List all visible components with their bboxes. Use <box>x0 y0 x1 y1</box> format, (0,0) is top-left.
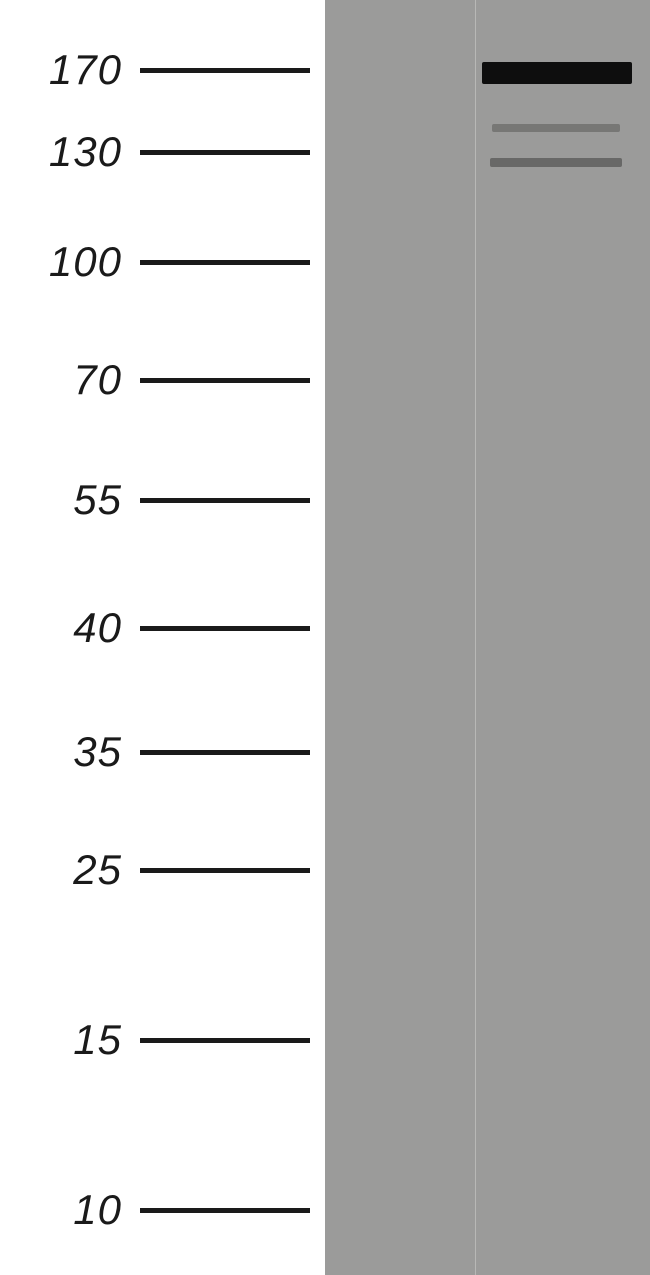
mw-marker: 25 <box>0 849 320 891</box>
mw-marker-tick <box>140 68 310 73</box>
mw-marker-label: 170 <box>0 46 140 94</box>
protein-band <box>492 124 620 132</box>
mw-marker-label: 55 <box>0 476 140 524</box>
mw-marker-label: 35 <box>0 728 140 776</box>
mw-marker: 35 <box>0 731 320 773</box>
mw-marker: 40 <box>0 607 320 649</box>
protein-band <box>482 62 632 84</box>
mw-marker-label: 100 <box>0 238 140 286</box>
mw-marker: 170 <box>0 49 320 91</box>
mw-marker-label: 25 <box>0 846 140 894</box>
protein-band <box>490 158 622 167</box>
mw-marker-label: 15 <box>0 1016 140 1064</box>
mw-marker: 130 <box>0 131 320 173</box>
mw-marker-tick <box>140 1038 310 1043</box>
western-blot-figure: 170 130 100 70 55 40 35 25 15 10 <box>0 0 650 1275</box>
mw-marker: 10 <box>0 1189 320 1231</box>
lane-divider <box>475 0 476 1275</box>
mw-marker: 15 <box>0 1019 320 1061</box>
mw-marker: 55 <box>0 479 320 521</box>
mw-marker-tick <box>140 260 310 265</box>
mw-marker: 70 <box>0 359 320 401</box>
mw-marker-tick <box>140 626 310 631</box>
mw-marker-tick <box>140 1208 310 1213</box>
mw-marker-label: 70 <box>0 356 140 404</box>
mw-marker-tick <box>140 868 310 873</box>
mw-marker-tick <box>140 498 310 503</box>
mw-marker-label: 130 <box>0 128 140 176</box>
mw-marker-tick <box>140 378 310 383</box>
blot-membrane <box>325 0 650 1275</box>
mw-marker-label: 10 <box>0 1186 140 1234</box>
mw-marker: 100 <box>0 241 320 283</box>
mw-marker-tick <box>140 150 310 155</box>
mw-marker-tick <box>140 750 310 755</box>
mw-marker-label: 40 <box>0 604 140 652</box>
molecular-weight-ladder: 170 130 100 70 55 40 35 25 15 10 <box>0 0 320 1275</box>
